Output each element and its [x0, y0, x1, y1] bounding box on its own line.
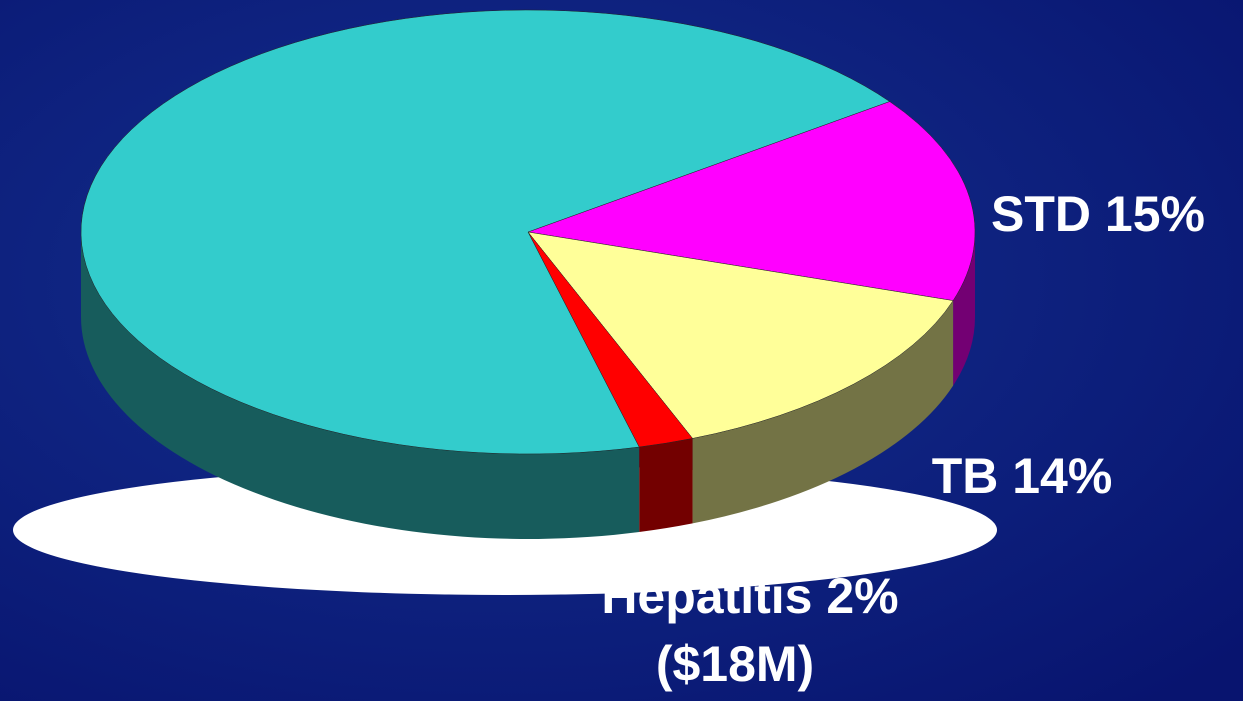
- annotation: ($18M): [656, 636, 814, 692]
- data-label: TB 14%: [932, 448, 1113, 504]
- data-label: STD 15%: [991, 186, 1205, 242]
- slice: [527, 101, 976, 301]
- slice-side: [953, 232, 975, 386]
- slice-side: [692, 300, 954, 524]
- slice-side: [639, 438, 693, 533]
- slice: [80, 9, 891, 455]
- slice-side: [81, 232, 640, 539]
- slice: [527, 231, 954, 439]
